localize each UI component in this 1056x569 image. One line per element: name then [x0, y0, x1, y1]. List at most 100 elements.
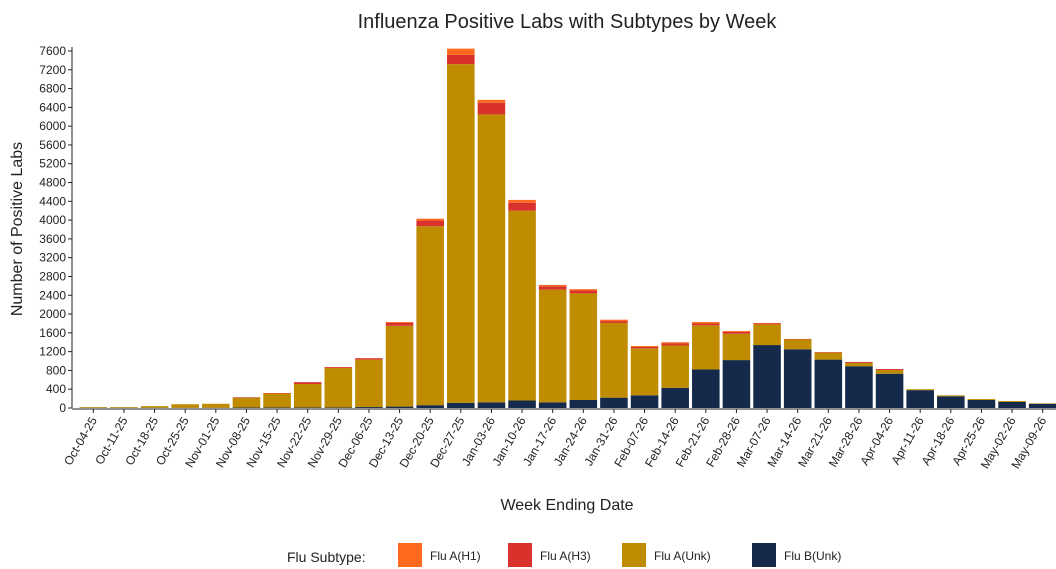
bar-segment [171, 404, 199, 408]
bar-segment [630, 395, 659, 408]
bar-segment [906, 389, 934, 391]
y-tick-label: 4800 [39, 176, 66, 190]
y-tick-label: 4000 [39, 213, 66, 227]
bar-segment [692, 325, 720, 370]
bar-segment [355, 407, 383, 408]
legend-label: Flu B(Unk) [784, 549, 841, 563]
bar-segment [661, 387, 689, 408]
bar-segment [753, 345, 781, 408]
bar-segment [538, 402, 567, 408]
y-tick-label: 6400 [39, 100, 66, 114]
bar-segment [722, 360, 751, 408]
bar-segment [875, 373, 904, 408]
bar-segment [447, 402, 475, 408]
y-tick-label: 2000 [39, 307, 66, 321]
y-tick-label: 7600 [39, 44, 66, 58]
y-tick-label: 3200 [39, 251, 66, 265]
bar-segment [753, 323, 781, 325]
bar-segment [538, 289, 567, 403]
bar-segment [447, 54, 475, 65]
bar-segment [630, 345, 659, 347]
bar-segment [355, 359, 383, 408]
bar-segment [1028, 403, 1056, 408]
bar-segment [569, 400, 598, 408]
bar-segment [355, 358, 383, 360]
bar-segment [722, 331, 751, 334]
bar-segment [600, 397, 628, 408]
y-tick-label: 1200 [39, 345, 66, 359]
bar-segment [814, 359, 843, 408]
y-tick-label: 3600 [39, 232, 66, 246]
y-tick-label: 6000 [39, 119, 66, 133]
bar-segment [293, 384, 322, 408]
bar-segment [722, 330, 751, 332]
bar-segment [967, 399, 996, 401]
bar-segment [569, 290, 598, 294]
y-tick-label: 400 [46, 382, 66, 396]
bar-segment [324, 367, 353, 369]
y-axis-title: Number of Positive Labs [9, 142, 26, 316]
legend-label: Flu A(H3) [540, 549, 591, 563]
y-tick-label: 7200 [39, 63, 66, 77]
bar-segment [783, 349, 812, 408]
bar-segment [998, 400, 1026, 402]
y-tick-label: 1600 [39, 326, 66, 340]
bar-segment [293, 382, 322, 385]
bar-segment [569, 289, 598, 291]
legend-swatch [398, 543, 422, 567]
bar-segment [385, 406, 414, 408]
bar-segment [600, 321, 628, 323]
bar-segment [661, 343, 689, 346]
bar-segment [630, 348, 659, 396]
bar-segment [508, 210, 536, 401]
bar-segment [385, 322, 414, 326]
bar-segment [937, 396, 965, 408]
bar-segment [263, 393, 291, 408]
bar-segment [538, 286, 567, 290]
bar-segment [875, 369, 904, 374]
y-tick-label: 5200 [39, 157, 66, 171]
y-tick-label: 0 [59, 401, 66, 415]
bar-segment [600, 322, 628, 398]
bar-segment [416, 220, 444, 227]
bar-segment [692, 323, 720, 326]
legend-label: Flu A(H1) [430, 549, 481, 563]
bar-segment [937, 395, 965, 397]
bar-segment [906, 390, 934, 408]
bar-segment [783, 339, 812, 350]
legend-swatch [622, 543, 646, 567]
bar-segment [630, 346, 659, 349]
bar-segment [569, 293, 598, 401]
bar-segment [477, 114, 506, 403]
legend-swatch [508, 543, 532, 567]
bar-segment [600, 319, 628, 322]
bar-segment [324, 368, 353, 408]
bar-segment [447, 64, 475, 403]
bar-segment [875, 369, 904, 370]
bar-segment [416, 218, 444, 221]
bar-segment [753, 324, 781, 346]
bar-segment [385, 322, 414, 323]
bar-segment [477, 402, 506, 408]
bar-segment [416, 226, 444, 406]
bar-segment [845, 361, 873, 363]
y-tick-label: 2400 [39, 288, 66, 302]
legend-swatch [752, 543, 776, 567]
bar-segment [661, 345, 689, 388]
bar-segment [508, 400, 536, 408]
bar-segment [508, 202, 536, 211]
bar-segment [967, 400, 996, 408]
bar-segment [538, 284, 567, 287]
y-tick-label: 5600 [39, 138, 66, 152]
bar-segment [232, 397, 261, 408]
bar-segment [998, 401, 1026, 408]
bar-segment [416, 405, 444, 408]
bar-segment [692, 322, 720, 324]
legend-title: Flu Subtype: [287, 549, 366, 565]
bar-segment [845, 362, 873, 367]
bar-segment [385, 325, 414, 407]
bar-segment [140, 406, 169, 408]
y-tick-label: 4400 [39, 194, 66, 208]
bar-segment [110, 407, 138, 408]
bar-segment [447, 48, 475, 55]
